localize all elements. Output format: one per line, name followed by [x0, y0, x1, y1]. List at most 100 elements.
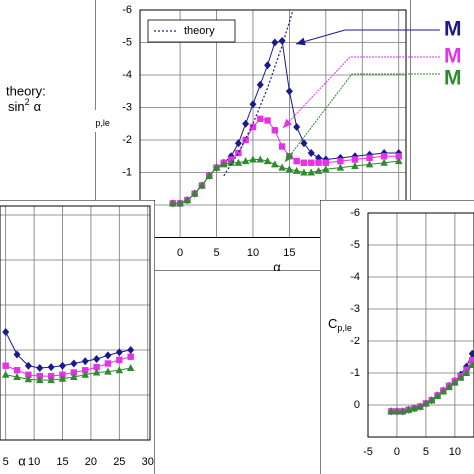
marker [365, 160, 374, 168]
marker [115, 366, 124, 374]
y-axis-label: Cp,le [328, 316, 352, 333]
panel: -6 -5 -4 -3 -2 -1 0 -5 0 5 10 Cp,le [320, 200, 474, 474]
panel-background [0, 200, 155, 474]
marker [241, 157, 250, 165]
marker [35, 376, 44, 384]
y-tick-label: -3 [122, 101, 132, 113]
y-tick-label: -2 [122, 134, 132, 146]
marker [307, 149, 315, 157]
x-tick-label: 5 [423, 446, 429, 458]
marker [307, 168, 316, 176]
marker [227, 158, 235, 166]
marker [416, 402, 424, 410]
marker [292, 166, 301, 174]
callout-label: M [444, 18, 462, 41]
marker [256, 80, 264, 89]
x-tick-label: 30 [142, 456, 154, 468]
marker [36, 372, 43, 380]
callout-arrow [282, 56, 440, 129]
marker [422, 399, 430, 407]
marker [456, 373, 465, 381]
y-tick-label: -3 [350, 303, 360, 315]
y-axis-label-main: C [328, 316, 337, 331]
marker [427, 396, 436, 404]
marker [126, 364, 135, 371]
marker [190, 189, 199, 197]
x-axis-label: α [18, 453, 26, 468]
marker [47, 376, 55, 384]
marker [300, 159, 308, 166]
y-axis-label: Cp,le [86, 111, 110, 128]
y-label-bg [95, 110, 120, 132]
marker [104, 360, 112, 367]
marker [395, 153, 402, 160]
marker [300, 139, 308, 148]
marker [93, 363, 100, 371]
marker [410, 404, 419, 412]
formula-part: α [34, 99, 42, 114]
marker [264, 117, 271, 124]
marker [234, 139, 242, 148]
x-tick-label: 0 [177, 247, 183, 259]
marker [351, 156, 359, 163]
x-tick-label: 0 [394, 446, 400, 458]
marker [212, 163, 221, 171]
marker [336, 163, 345, 171]
marker [58, 374, 67, 382]
marker [59, 361, 66, 370]
marker [271, 160, 279, 168]
series-line [223, 10, 294, 177]
y-tick-label: -2 [350, 335, 360, 347]
marker [47, 363, 55, 372]
marker [387, 407, 395, 415]
marker [451, 378, 459, 386]
marker [278, 163, 286, 171]
marker [92, 368, 101, 376]
marker [322, 159, 330, 166]
marker [81, 357, 89, 366]
marker [249, 123, 257, 131]
plot-frame [0, 205, 151, 441]
marker [242, 136, 249, 144]
callout-arrowhead [296, 37, 306, 46]
marker [314, 166, 323, 174]
marker [82, 367, 89, 374]
marker [366, 154, 373, 162]
x-tick-label: 10 [247, 247, 259, 259]
legend-box [147, 19, 236, 43]
marker [205, 171, 214, 179]
y-axis-label-sub: p,le [95, 118, 110, 128]
marker [315, 159, 322, 166]
marker [257, 115, 264, 123]
formula-part: sin [8, 99, 25, 114]
marker [242, 119, 250, 128]
marker [393, 407, 401, 415]
marker [256, 155, 265, 163]
y-tick-label: -4 [122, 69, 132, 81]
marker [234, 158, 243, 166]
y-label-bg [324, 315, 362, 337]
callout-label: M [444, 45, 462, 68]
x-tick-label: -5 [363, 446, 373, 458]
callout-arrow [284, 73, 440, 163]
marker [293, 157, 300, 165]
marker [2, 362, 9, 369]
x-tick-label: 15 [56, 456, 68, 468]
plot-area [1, 328, 135, 384]
marker [351, 162, 359, 169]
marker [398, 407, 407, 415]
marker [13, 367, 21, 374]
marker [235, 149, 242, 157]
x-tick-label: 10 [28, 456, 40, 468]
marker [445, 383, 453, 391]
marker [249, 155, 257, 163]
marker [115, 348, 123, 357]
marker [293, 123, 301, 131]
callout-arrow [295, 29, 440, 45]
marker [183, 196, 192, 204]
marker [278, 36, 286, 45]
note-line: theory: [6, 83, 46, 98]
marker [59, 371, 66, 378]
